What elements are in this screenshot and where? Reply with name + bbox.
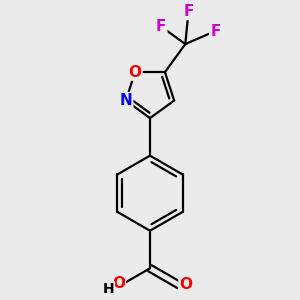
Text: F: F xyxy=(210,23,220,38)
Text: O: O xyxy=(129,64,142,80)
Text: O: O xyxy=(112,276,125,291)
Text: H: H xyxy=(102,282,114,296)
Text: O: O xyxy=(179,278,193,292)
Text: N: N xyxy=(119,93,132,108)
Text: F: F xyxy=(183,4,194,19)
Text: F: F xyxy=(156,19,166,34)
